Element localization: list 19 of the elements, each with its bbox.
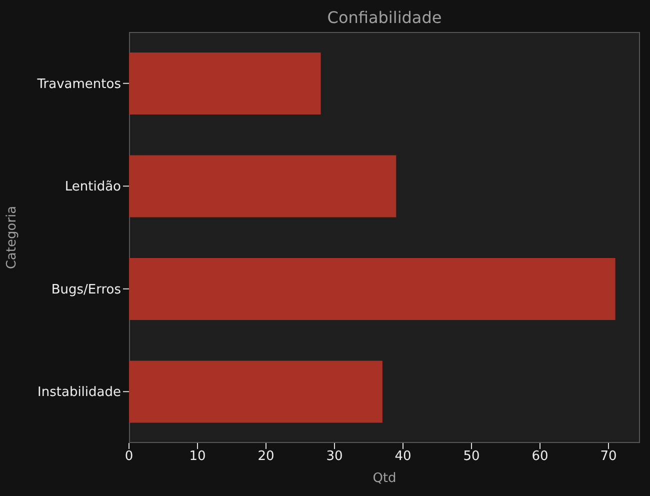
x-tick-label: 20 xyxy=(258,449,274,464)
y-tick-label: Lentidão xyxy=(64,180,122,195)
chart-title: Confiabilidade xyxy=(326,8,443,27)
x-tick-label: 30 xyxy=(326,449,343,464)
x-tick-label: 70 xyxy=(600,449,617,464)
x-tick-label: 0 xyxy=(124,449,134,464)
x-tick-label: 40 xyxy=(394,449,412,464)
bar xyxy=(129,258,616,320)
x-tick-label: 50 xyxy=(463,449,480,464)
bar xyxy=(129,155,396,218)
y-axis-title: Categoria xyxy=(4,206,20,270)
x-axis-title: Qtd xyxy=(372,471,396,486)
x-tick-label: 10 xyxy=(189,449,206,464)
bar xyxy=(129,52,321,115)
y-tick-label: Instabilidade xyxy=(38,385,121,400)
x-tick-label: 60 xyxy=(532,449,548,464)
y-tick-label: Travamentos xyxy=(36,76,122,92)
y-tick-label: Bugs/Erros xyxy=(51,282,122,298)
bar xyxy=(129,360,382,423)
